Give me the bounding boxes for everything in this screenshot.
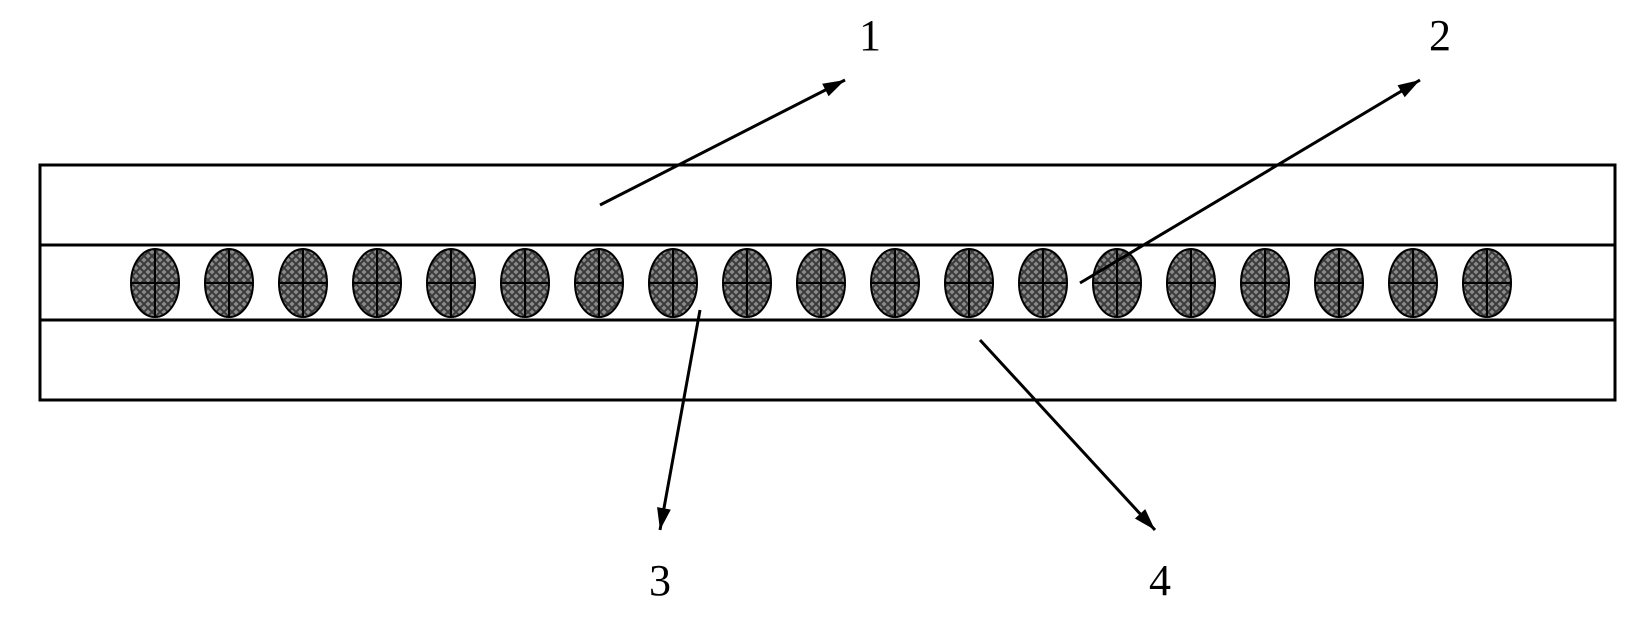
particle	[1241, 249, 1289, 317]
particle	[279, 249, 327, 317]
callout-label-3: 3	[649, 556, 671, 605]
particle	[797, 249, 845, 317]
diagram-canvas: 1 2 3 4	[0, 0, 1649, 626]
particle	[871, 249, 919, 317]
callout-label-4: 4	[1149, 556, 1171, 605]
particle	[945, 249, 993, 317]
particle	[501, 249, 549, 317]
particle	[1315, 249, 1363, 317]
particle	[1019, 249, 1067, 317]
particle	[353, 249, 401, 317]
particle	[1463, 249, 1511, 317]
particle	[1389, 249, 1437, 317]
callout-label-2: 2	[1429, 11, 1451, 60]
particle	[131, 249, 179, 317]
particle	[205, 249, 253, 317]
particle	[723, 249, 771, 317]
particle	[575, 249, 623, 317]
callout-label-1: 1	[859, 11, 881, 60]
particle	[427, 249, 475, 317]
particle	[1167, 249, 1215, 317]
particle	[649, 249, 697, 317]
